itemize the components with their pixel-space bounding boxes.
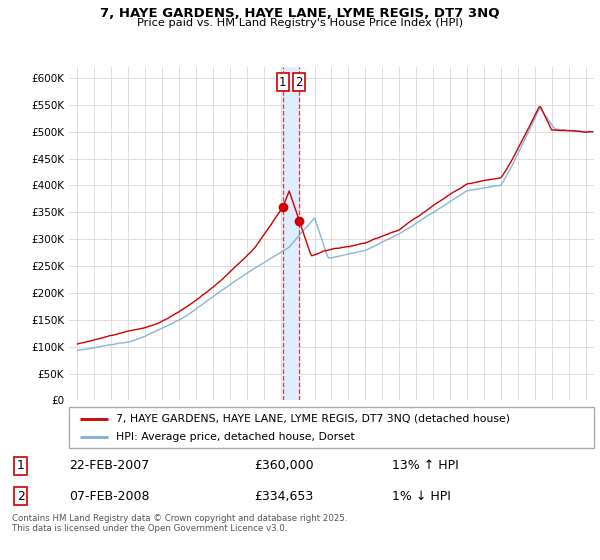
Text: 13% ↑ HPI: 13% ↑ HPI	[392, 459, 459, 473]
Text: 7, HAYE GARDENS, HAYE LANE, LYME REGIS, DT7 3NQ: 7, HAYE GARDENS, HAYE LANE, LYME REGIS, …	[100, 7, 500, 20]
Bar	[283, 67, 299, 400]
Text: 1: 1	[279, 76, 287, 88]
Text: 1: 1	[17, 459, 25, 473]
Text: 2: 2	[17, 489, 25, 503]
Text: £360,000: £360,000	[254, 459, 314, 473]
Text: 1% ↓ HPI: 1% ↓ HPI	[392, 489, 451, 503]
Text: Contains HM Land Registry data © Crown copyright and database right 2025.
This d: Contains HM Land Registry data © Crown c…	[12, 514, 347, 534]
Text: Price paid vs. HM Land Registry's House Price Index (HPI): Price paid vs. HM Land Registry's House …	[137, 18, 463, 29]
Text: £334,653: £334,653	[254, 489, 313, 503]
Text: 22-FEB-2007: 22-FEB-2007	[70, 459, 150, 473]
Text: 2: 2	[296, 76, 303, 88]
Text: 7, HAYE GARDENS, HAYE LANE, LYME REGIS, DT7 3NQ (detached house): 7, HAYE GARDENS, HAYE LANE, LYME REGIS, …	[116, 414, 510, 423]
Text: 07-FEB-2008: 07-FEB-2008	[70, 489, 150, 503]
Text: HPI: Average price, detached house, Dorset: HPI: Average price, detached house, Dors…	[116, 432, 355, 442]
